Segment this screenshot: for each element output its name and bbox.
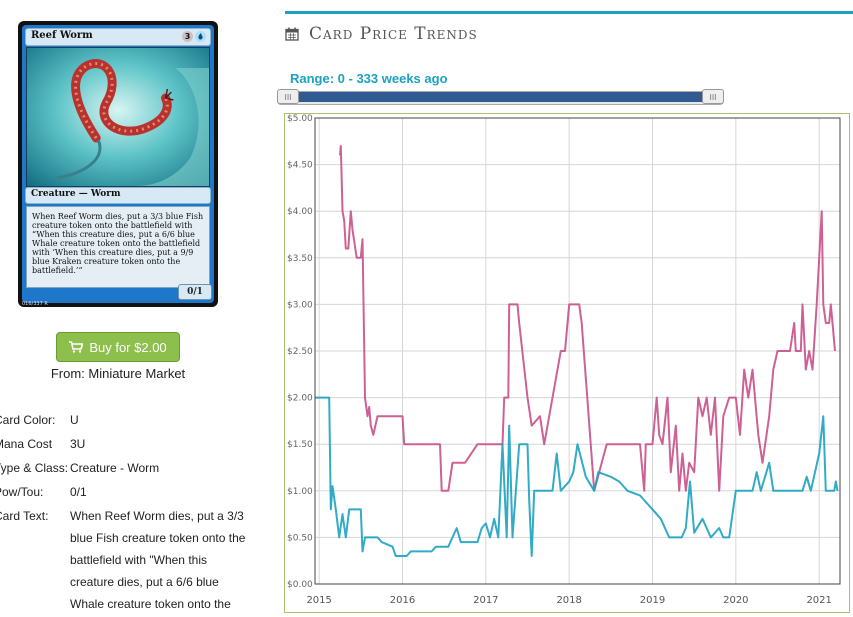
detail-row-pow-tou: Pow/Tou: 0/1	[0, 480, 248, 504]
card-rules-text: When Reef Worm dies, put a 3/3 blue Fish…	[32, 212, 204, 275]
shopping-cart-icon	[69, 341, 84, 353]
detail-value: When Reef Worm dies, put a 3/3 blue Fish…	[70, 509, 246, 611]
series-line-0	[339, 145, 836, 492]
slider-selected-range[interactable]	[299, 92, 702, 102]
seller-name: From: Miniature Market	[50, 366, 186, 381]
date-range-slider[interactable]: III III	[277, 89, 724, 105]
x-tick-label: 2019	[640, 595, 665, 606]
detail-label: Card Color:	[0, 413, 56, 427]
detail-label: Type & Class:	[0, 461, 69, 475]
y-tick-label: $1.00	[287, 487, 313, 497]
blue-mana-icon	[195, 31, 206, 42]
price-chart: $0.00 $0.50 $1.00 $1.50 $2.00 $2.50 $3.00 $3.50…	[284, 113, 850, 613]
x-tick-label: 2018	[556, 595, 581, 606]
calendar-icon	[285, 27, 299, 41]
x-tick-label: 2021	[806, 595, 831, 606]
y-tick-label: $0.00	[287, 580, 313, 590]
y-tick-label: $0.50	[287, 533, 313, 543]
card-text-box: When Reef Worm dies, put a 3/3 blue Fish…	[26, 206, 210, 288]
x-tick-label: 2016	[390, 595, 415, 606]
detail-value: 3U	[70, 437, 86, 451]
detail-row-mana: Mana Cost 3U	[0, 432, 248, 456]
detail-value: U	[70, 413, 79, 427]
card-type-line: Creature — Worm	[31, 189, 121, 199]
card-frame: Reef Worm 3	[22, 25, 214, 303]
detail-label: Mana Cost	[0, 437, 53, 451]
range-label: Range: 0 - 333 weeks ago	[290, 71, 448, 86]
y-tick-label: $4.50	[287, 161, 313, 171]
buy-button[interactable]: Buy for $2.00	[56, 332, 180, 362]
card-power-toughness: 0/1	[178, 284, 212, 300]
card-type-bar: Creature — Worm	[25, 187, 211, 204]
card-mana-cost: 3	[182, 31, 206, 42]
slider-right-handle[interactable]: III	[702, 89, 724, 104]
detail-value: Creature - Worm	[70, 461, 160, 475]
card-name-bar: Reef Worm 3	[25, 28, 211, 46]
buy-button-label: Buy for $2.00	[89, 339, 167, 355]
y-tick-label: $3.00	[287, 300, 313, 310]
y-tick-label: $3.50	[287, 254, 313, 264]
card-name: Reef Worm	[31, 30, 93, 41]
section-title: Card Price Trends	[309, 24, 478, 44]
detail-row-color: Card Color: U	[0, 408, 248, 432]
detail-row-type: Type & Class: Creature - Worm	[0, 456, 248, 480]
card-art	[26, 47, 210, 187]
x-tick-label: 2020	[723, 595, 748, 606]
generic-mana-symbol: 3	[182, 31, 193, 42]
section-divider	[285, 11, 853, 14]
x-tick-label: 2017	[473, 595, 498, 606]
detail-label: Pow/Tou:	[0, 485, 44, 499]
card-collector-number: 016/337 R	[22, 301, 48, 307]
slider-left-handle[interactable]: III	[277, 89, 299, 104]
price-trends-heading: Card Price Trends	[285, 24, 478, 44]
detail-row-card-text: Card Text: When Reef Worm dies, put a 3/…	[0, 504, 248, 615]
y-tick-label: $2.50	[287, 347, 313, 357]
series-line-1	[315, 396, 839, 557]
plot-border	[314, 117, 841, 585]
card-details: Card Color: U Mana Cost 3U Type & Class:…	[0, 408, 248, 615]
x-tick-label: 2015	[306, 595, 331, 606]
y-tick-label: $2.00	[287, 394, 313, 404]
price-chart-svg: $0.00 $0.50 $1.00 $1.50 $2.00 $2.50 $3.00 $3.50…	[287, 114, 841, 606]
detail-value: 0/1	[70, 485, 87, 499]
y-tick-label: $4.00	[287, 207, 313, 217]
detail-label: Card Text:	[0, 509, 49, 523]
y-tick-label: $5.00	[287, 114, 313, 124]
y-tick-label: $1.50	[287, 440, 313, 450]
card-image[interactable]: Reef Worm 3	[18, 21, 218, 307]
